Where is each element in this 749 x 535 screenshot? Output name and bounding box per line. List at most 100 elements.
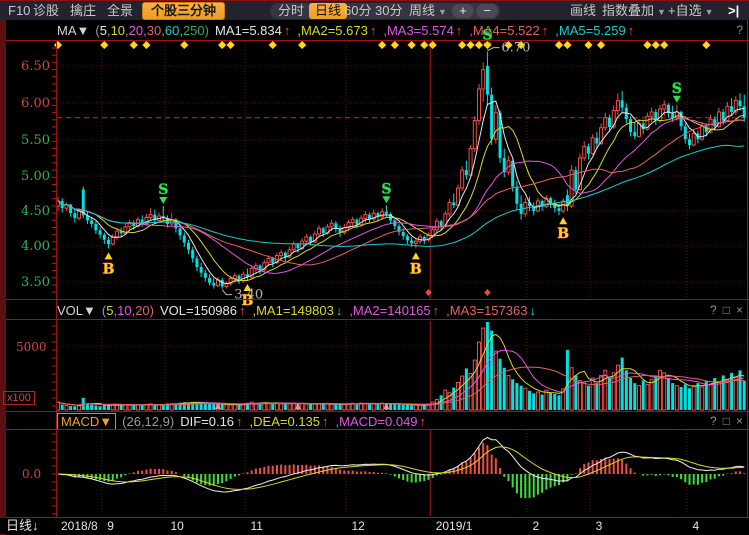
date-axis-bar: 日线↓ 2018/8 9 10 11 12 2019/1 2 3 4: [0, 518, 749, 534]
chevron-down-icon: ▼: [704, 7, 714, 17]
add-watchlist-button[interactable]: +自选 ▼: [668, 3, 714, 18]
toolbar: F10 诊股 擒庄 全景 个股三分钟 分时 日线 60分 30分 周线 ▼ + −…: [0, 0, 749, 20]
indicator-value: DIF=0.16: [180, 414, 235, 429]
svg-text:S: S: [381, 181, 391, 197]
index-overlay-button[interactable]: 指数叠加 ▼: [602, 3, 666, 18]
indicator-params: (26,12,9): [122, 414, 175, 429]
tab-30min[interactable]: 30分: [375, 3, 403, 18]
arrow-up-icon: ↑: [238, 303, 246, 318]
ma-lines-layer: [57, 100, 745, 285]
candles-layer: [56, 51, 746, 289]
volume-markers-layer: [214, 403, 390, 409]
volume-bars-layer: [56, 322, 746, 411]
svg-text:S: S: [158, 182, 168, 198]
vol-panel-icons: ? □ ×: [704, 301, 743, 320]
chevron-down-icon: ▼: [438, 7, 447, 17]
axis-ticks-layer: [52, 47, 56, 515]
tab-minute[interactable]: 分时: [278, 3, 305, 18]
arrow-up-icon: ↑: [541, 23, 549, 38]
indicator-value: ,MA3=5.574: [383, 23, 454, 38]
vol-indicator-header: VOL▼ (5,10,20) VOL=150986 ↑ ,MA1=149803 ↓ ,MA2…: [57, 301, 537, 320]
macd-lines-layer: [57, 436, 745, 493]
arrow-up-icon: ↑: [283, 23, 291, 38]
indicator-value: ,MA2=140165: [349, 303, 431, 318]
svg-text:B: B: [410, 261, 422, 277]
date-tick-label: 2018/8: [61, 519, 98, 533]
svg-text:B: B: [242, 293, 254, 309]
volume-grid-label: 5000: [16, 340, 47, 354]
close-icon[interactable]: ×: [735, 303, 743, 317]
promo-button[interactable]: 个股三分钟: [142, 2, 226, 20]
svg-text:B: B: [557, 226, 569, 242]
indicator-value: ,MACD=0.049: [335, 414, 418, 429]
help-icon[interactable]: ?: [710, 303, 717, 317]
close-icon[interactable]: ×: [735, 414, 743, 428]
tab-weekly[interactable]: 周线 ▼: [409, 3, 447, 18]
volume-ma-layer: [57, 333, 745, 407]
svg-text:3.40: 3.40: [234, 288, 263, 303]
indicator-value: MA1=5.834: [215, 23, 282, 38]
ma-label[interactable]: MA▼: [57, 23, 90, 38]
help-icon[interactable]: ?: [736, 23, 743, 37]
indicator-params: (5,10,20,30,60,250): [95, 23, 209, 38]
date-tick-label: 12: [351, 519, 365, 533]
date-tick-label: 4: [692, 519, 700, 533]
price-axis-label: 4.50: [21, 204, 50, 219]
indicator-value: ,MA2=5.673: [297, 23, 368, 38]
ma-indicator-header: MA▼ (5,10,20,30,60,250) MA1=5.834 ↑ ,MA2=5.6…: [57, 21, 635, 40]
arrow-up-icon: ↑: [236, 414, 243, 429]
zoom-in-button[interactable]: +: [452, 4, 474, 18]
price-axis-label: 5.50: [21, 133, 50, 148]
price-axis-label: 5.00: [21, 169, 50, 184]
price-axis-label: 4.00: [21, 239, 50, 254]
diamond-markers-layer: [53, 40, 711, 296]
indicator-value: VOL=150986: [160, 303, 237, 318]
indicator-value: ,MA5=5.259: [555, 23, 626, 38]
date-tick-label: 10: [170, 519, 184, 533]
indicator-value: ,DEA=0.135: [249, 414, 321, 429]
price-axis-label: 6.50: [21, 59, 50, 74]
help-icon[interactable]: ?: [710, 414, 717, 428]
macd-histogram-layer: [61, 442, 746, 499]
macd-zero-label: 0.0: [22, 467, 42, 481]
maximize-icon[interactable]: □: [722, 414, 730, 428]
window-left-border: [0, 20, 6, 535]
expand-panel-icon[interactable]: >|: [728, 3, 740, 18]
grid-layer: [57, 41, 747, 516]
draw-line-button[interactable]: 画线: [570, 3, 597, 18]
indicator-value: ,MA4=5.522: [469, 23, 540, 38]
menu-qinzhuang[interactable]: 擒庄: [70, 3, 97, 18]
date-tick-label: 9: [107, 519, 114, 533]
main-panel-icons: ?: [730, 21, 743, 40]
svg-text:B: B: [103, 261, 115, 277]
date-tick-label: 2019/1: [435, 519, 473, 533]
maximize-icon[interactable]: □: [722, 303, 730, 317]
price-axis-label: 6.00: [21, 96, 50, 111]
arrow-up-icon: ↑: [627, 23, 635, 38]
trade-signals-layer: B S B S B S B S: [102, 27, 682, 309]
annotations-layer: 6.70 3.40: [221, 41, 530, 303]
zoom-out-button[interactable]: −: [476, 4, 498, 18]
tab-daily[interactable]: 日线: [309, 3, 348, 19]
date-tick-label: 3: [595, 519, 603, 533]
arrow-up-icon: ↑: [419, 414, 427, 429]
date-tick-label: 11: [250, 519, 263, 533]
menu-overview[interactable]: 全景: [107, 3, 134, 18]
period-indicator[interactable]: 日线↓: [6, 518, 39, 533]
arrow-up-icon: ↑: [369, 23, 377, 38]
arrow-down-icon: ↓: [335, 303, 343, 318]
tab-60min[interactable]: 60分: [344, 3, 372, 18]
svg-text:S: S: [482, 28, 492, 44]
indicator-value: ,MA3=157363: [446, 303, 528, 318]
price-axis-label: 3.50: [21, 275, 50, 290]
arrow-up-icon: ↑: [432, 303, 440, 318]
vol-label[interactable]: VOL▼: [57, 303, 96, 318]
macd-indicator-header: MACD▼ (26,12,9) DIF=0.16 ↑ ,DEA=0.135 ↑ ,MACD=…: [57, 412, 427, 431]
arrow-up-icon: ↑: [322, 414, 329, 429]
arrow-down-icon: ↓: [32, 518, 39, 533]
menu-f10[interactable]: F10: [8, 3, 31, 18]
volume-unit-label: x100: [3, 391, 35, 405]
menu-diagnose[interactable]: 诊股: [33, 3, 60, 18]
